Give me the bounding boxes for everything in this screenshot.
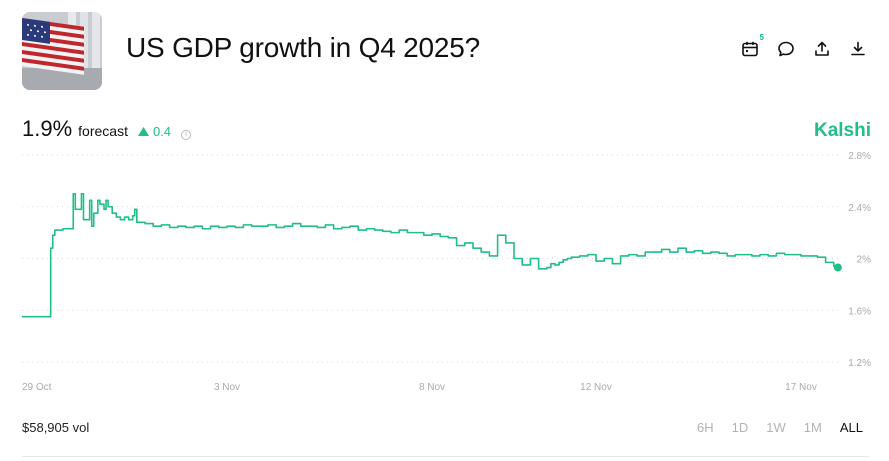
- x-tick-label: 12 Nov: [580, 382, 612, 393]
- forecast-change-value: 0.4: [152, 124, 172, 139]
- download-icon: [851, 41, 865, 56]
- comment-button[interactable]: [775, 36, 797, 62]
- brand-logo: Kalshi: [813, 120, 871, 141]
- x-tick-label: 8 Nov: [419, 382, 445, 393]
- download-button[interactable]: [847, 36, 869, 62]
- market-thumbnail: [22, 12, 102, 90]
- price-chart[interactable]: 2.8% 2.4% 2% 1.6% 1.2% 29 Oct 3 Nov 8 Nov 12 Nov…: [0, 140, 889, 400]
- us-flag-image: [22, 12, 102, 90]
- info-icon[interactable]: i: [181, 129, 192, 140]
- range-1d[interactable]: 1D: [731, 420, 749, 435]
- comment-icon: [778, 41, 794, 57]
- forecast-summary: 1.9% forecast 0.4 i: [22, 116, 192, 142]
- forecast-value: 1.9%: [22, 116, 73, 141]
- calendar-icon: [742, 41, 758, 57]
- range-6h[interactable]: 6H: [697, 420, 714, 435]
- triangle-up-icon: [137, 127, 149, 136]
- share-icon: [815, 41, 829, 56]
- range-1w[interactable]: 1W: [766, 420, 786, 435]
- range-1m[interactable]: 1M: [803, 420, 822, 435]
- share-button[interactable]: [811, 36, 833, 62]
- calendar-badge: 5: [759, 33, 764, 42]
- volume-text: $58,905 vol: [22, 420, 90, 435]
- y-tick-label: 1.2%: [848, 358, 871, 369]
- time-range-selector: 6H 1D 1W 1M ALL: [697, 420, 863, 435]
- latest-point: [833, 263, 842, 272]
- x-tick-label: 17 Nov: [785, 382, 817, 393]
- divider: [22, 456, 869, 457]
- calendar-button[interactable]: 5: [739, 33, 764, 62]
- x-tick-label: 3 Nov: [214, 382, 240, 393]
- y-tick-label: 2%: [857, 255, 872, 266]
- y-tick-label: 2.4%: [848, 203, 871, 214]
- forecast-change: 0.4: [137, 124, 172, 139]
- y-tick-label: 2.8%: [848, 151, 871, 162]
- range-all[interactable]: ALL: [839, 420, 863, 435]
- forecast-label: forecast: [78, 123, 128, 139]
- x-tick-label: 29 Oct: [22, 382, 52, 393]
- series-line: [22, 193, 839, 318]
- y-tick-label: 1.6%: [848, 306, 871, 317]
- header-actions: 5: [739, 33, 869, 62]
- market-title: US GDP growth in Q4 2025?: [126, 32, 481, 63]
